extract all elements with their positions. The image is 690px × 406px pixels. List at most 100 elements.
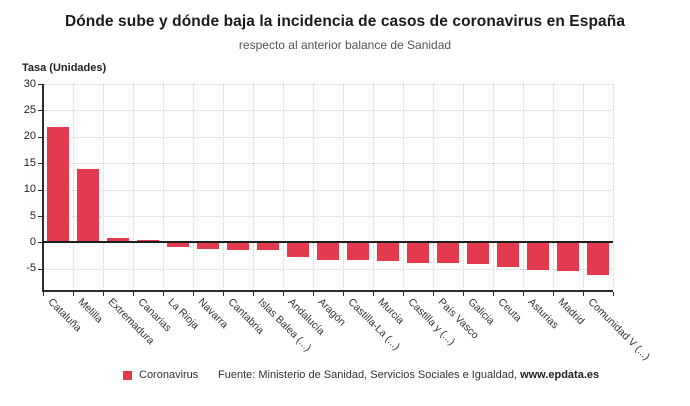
- y-tick-mark: [38, 110, 42, 112]
- x-tick-mark: [313, 292, 314, 296]
- y-tick-label: 30: [23, 77, 36, 90]
- source-prefix: Fuente: Ministerio de Sanidad, Servicios…: [218, 369, 521, 381]
- chart-footer: Coronavirus Fuente: Ministerio de Sanida…: [0, 369, 690, 389]
- legend-color-swatch-icon: [123, 370, 132, 380]
- source-text: Fuente: Ministerio de Sanidad, Servicios…: [218, 369, 599, 381]
- bar: [47, 127, 69, 243]
- v-gridline: [163, 84, 164, 290]
- x-category-label: Comunidad V (...): [585, 296, 653, 363]
- bar: [587, 242, 609, 275]
- x-tick-mark: [553, 292, 554, 296]
- bar: [317, 242, 339, 260]
- y-tick-label: -5: [26, 262, 36, 275]
- x-category-label: Asturias: [525, 296, 561, 332]
- x-tick-mark: [373, 292, 374, 296]
- h-gridline: [43, 189, 613, 191]
- y-tick-mark: [38, 136, 42, 138]
- v-gridline: [463, 84, 464, 290]
- v-gridline: [583, 84, 584, 290]
- y-axis-line: [42, 84, 44, 290]
- plot-right-border: [613, 84, 614, 290]
- v-gridline: [103, 84, 104, 290]
- v-gridline: [283, 84, 284, 290]
- h-gridline: [43, 268, 613, 270]
- v-gridline: [403, 84, 404, 290]
- bar: [557, 242, 579, 271]
- y-tick-label: 25: [23, 103, 36, 116]
- x-tick-mark: [463, 292, 464, 296]
- bar: [437, 242, 459, 263]
- chart-title: Dónde sube y dónde baja la incidencia de…: [64, 13, 626, 30]
- x-tick-mark: [613, 292, 614, 296]
- legend-label: Coronavirus: [139, 369, 199, 381]
- bar: [467, 242, 489, 265]
- x-tick-mark: [283, 292, 284, 296]
- v-gridline: [553, 84, 554, 290]
- y-tick-label: 10: [23, 183, 36, 196]
- h-gridline: [43, 110, 613, 112]
- bar: [287, 242, 309, 258]
- bar: [527, 242, 549, 271]
- x-category-label: Islas Balea (...): [255, 296, 314, 355]
- x-tick-mark: [133, 292, 134, 296]
- bar: [137, 239, 159, 243]
- y-tick-label: 0: [29, 235, 36, 248]
- h-gridline: [43, 84, 613, 85]
- y-tick-mark: [38, 242, 42, 244]
- x-tick-mark: [223, 292, 224, 296]
- bar: [227, 242, 249, 250]
- h-gridline: [43, 136, 613, 138]
- h-gridline: [43, 163, 613, 165]
- v-gridline: [373, 84, 374, 290]
- x-tick-mark: [43, 292, 44, 296]
- h-gridline: [43, 216, 613, 218]
- y-tick-label: 15: [23, 156, 36, 169]
- bar: [107, 237, 129, 243]
- x-tick-mark: [163, 292, 164, 296]
- epdata-link[interactable]: www.epdata.es: [520, 369, 600, 381]
- x-tick-mark: [433, 292, 434, 296]
- bar: [257, 242, 279, 251]
- bar: [167, 242, 189, 248]
- legend: Coronavirus: [123, 369, 198, 381]
- v-gridline: [313, 84, 314, 290]
- bar: [497, 242, 519, 267]
- v-gridline: [433, 84, 434, 290]
- chart-subtitle: respecto al anterior balance de Sanidad: [238, 38, 452, 52]
- y-tick-label: 20: [23, 130, 36, 143]
- x-category-label: Ceuta: [495, 296, 524, 325]
- y-tick-mark: [38, 84, 42, 85]
- v-gridline: [193, 84, 194, 290]
- v-gridline: [523, 84, 524, 290]
- v-gridline: [73, 84, 74, 290]
- y-tick-mark: [38, 189, 42, 191]
- bar: [77, 169, 99, 243]
- y-tick-mark: [38, 216, 42, 218]
- bar: [347, 242, 369, 261]
- x-tick-mark: [193, 292, 194, 296]
- x-axis-line: [42, 290, 613, 292]
- v-gridline: [133, 84, 134, 290]
- bar: [407, 242, 429, 263]
- zero-line: [42, 241, 613, 244]
- y-tick-label: 5: [29, 209, 36, 222]
- y-axis-label: Tasa (Unidades): [22, 62, 107, 74]
- x-tick-mark: [403, 292, 404, 296]
- y-tick-mark: [38, 268, 42, 270]
- x-tick-mark: [523, 292, 524, 296]
- v-gridline: [223, 84, 224, 290]
- bar: [377, 242, 399, 262]
- x-tick-mark: [493, 292, 494, 296]
- v-gridline: [253, 84, 254, 290]
- x-tick-mark: [253, 292, 254, 296]
- x-tick-mark: [73, 292, 74, 296]
- bar: [197, 242, 219, 250]
- v-gridline: [493, 84, 494, 290]
- y-tick-mark: [38, 163, 42, 165]
- x-tick-mark: [583, 292, 584, 296]
- v-gridline: [343, 84, 344, 290]
- x-category-label: Navarra: [195, 296, 231, 331]
- x-tick-mark: [343, 292, 344, 296]
- x-tick-mark: [103, 292, 104, 296]
